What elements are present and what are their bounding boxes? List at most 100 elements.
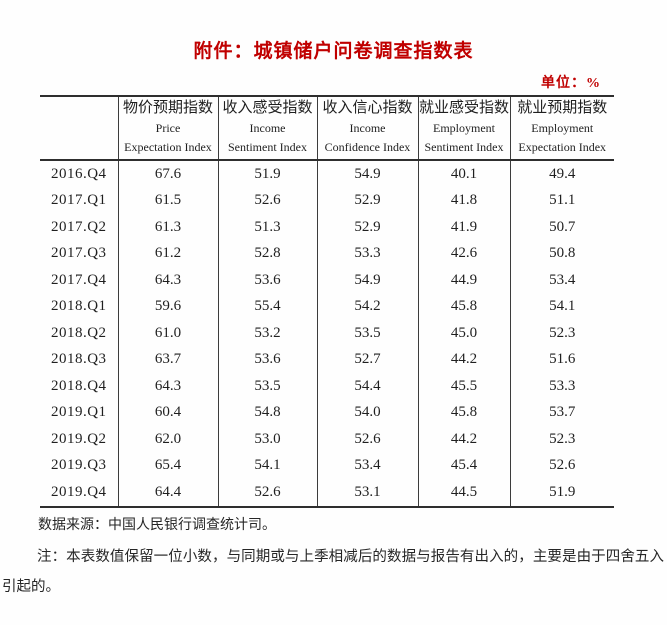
value-cell: 52.6 <box>217 479 317 507</box>
column-header-employment-expectation: 就业预期指数 Employment Expectation Index <box>509 96 614 161</box>
value-cell: 53.6 <box>217 267 317 294</box>
value-cell: 61.3 <box>117 214 218 241</box>
value-cell: 54.8 <box>217 399 317 426</box>
value-cell: 50.7 <box>509 214 614 241</box>
value-cell: 52.6 <box>217 187 317 214</box>
column-header-cn: 就业感受指数 <box>418 100 509 116</box>
note-text: 注：本表数值保留一位小数，与同期或与上季相减后的数据与报告有出入的，主要是由于四… <box>2 549 664 595</box>
column-header-en: Confidence Index <box>324 140 411 154</box>
value-cell: 64.4 <box>117 479 218 507</box>
value-cell: 44.2 <box>417 426 510 453</box>
value-cell: 64.3 <box>117 267 218 294</box>
value-cell: 53.3 <box>509 373 614 400</box>
data-source: 数据来源：中国人民银行调查统计司。 <box>38 518 276 533</box>
period-cell: 2017.Q4 <box>50 271 107 288</box>
value-cell: 54.4 <box>316 373 418 400</box>
value-cell: 52.9 <box>316 187 418 214</box>
value-cell: 53.5 <box>217 373 317 400</box>
value-cell: 52.3 <box>509 426 614 453</box>
value-cell: 41.9 <box>417 214 510 241</box>
column-header-en: Income <box>349 121 386 135</box>
value-cell: 53.7 <box>509 399 614 426</box>
value-cell: 44.5 <box>417 479 510 507</box>
value-cell: 44.2 <box>417 346 510 373</box>
value-cell: 45.8 <box>417 399 510 426</box>
value-cell: 63.7 <box>117 346 218 373</box>
survey-index-table: 物价预期指数 Price Expectation Index 收入感受指数 In… <box>40 95 614 508</box>
table-row: 2017.Q3 61.2 52.8 53.3 42.6 50.8 <box>40 240 614 267</box>
value-cell: 59.6 <box>117 293 218 320</box>
value-cell: 53.1 <box>316 479 418 507</box>
value-cell: 54.9 <box>316 160 418 188</box>
value-cell: 53.5 <box>316 320 418 347</box>
table-row: 2018.Q3 63.7 53.6 52.7 44.2 51.6 <box>40 346 614 373</box>
table-row: 2018.Q2 61.0 53.2 53.5 45.0 52.3 <box>40 320 614 347</box>
value-cell: 51.6 <box>509 346 614 373</box>
value-cell: 65.4 <box>117 452 218 479</box>
corner-cell <box>40 96 118 161</box>
table-row: 2017.Q2 61.3 51.3 52.9 41.9 50.7 <box>40 214 614 241</box>
column-header-cn: 就业预期指数 <box>517 100 608 116</box>
column-header-en: Sentiment Index <box>228 140 307 154</box>
value-cell: 53.3 <box>316 240 418 267</box>
value-cell: 52.3 <box>509 320 614 347</box>
table-row: 2016.Q4 67.6 51.9 54.9 40.1 49.4 <box>40 160 614 188</box>
period-cell: 2017.Q3 <box>50 245 107 262</box>
value-cell: 54.1 <box>217 452 317 479</box>
column-header-en: Employment <box>531 121 594 135</box>
value-cell: 45.8 <box>417 293 510 320</box>
column-header-price-expectation: 物价预期指数 Price Expectation Index <box>117 96 218 161</box>
value-cell: 61.0 <box>117 320 218 347</box>
value-cell: 53.4 <box>316 452 418 479</box>
period-cell: 2019.Q4 <box>50 483 107 500</box>
table-row: 2019.Q3 65.4 54.1 53.4 45.4 52.6 <box>40 452 614 479</box>
period-cell: 2016.Q4 <box>50 165 107 182</box>
value-cell: 60.4 <box>117 399 218 426</box>
table-row: 2018.Q1 59.6 55.4 54.2 45.8 54.1 <box>40 293 614 320</box>
column-header-income-sentiment: 收入感受指数 Income Sentiment Index <box>217 96 317 161</box>
period-cell: 2018.Q1 <box>50 298 107 315</box>
column-header-cn: 收入信心指数 <box>322 100 413 116</box>
period-cell: 2017.Q1 <box>50 192 107 209</box>
period-cell: 2019.Q3 <box>50 457 107 474</box>
table-header-row: 物价预期指数 Price Expectation Index 收入感受指数 In… <box>40 96 614 161</box>
table-row: 2019.Q2 62.0 53.0 52.6 44.2 52.3 <box>40 426 614 453</box>
table-row: 2019.Q4 64.4 52.6 53.1 44.5 51.9 <box>40 479 614 507</box>
period-cell: 2017.Q2 <box>50 218 107 235</box>
column-header-en: Employment <box>433 121 495 135</box>
column-header-cn: 物价预期指数 <box>122 100 213 116</box>
value-cell: 64.3 <box>117 373 218 400</box>
value-cell: 61.5 <box>117 187 218 214</box>
column-header-cn: 收入感受指数 <box>222 100 313 116</box>
value-cell: 54.9 <box>316 267 418 294</box>
column-header-en: Expectation Index <box>518 140 607 154</box>
value-cell: 54.1 <box>509 293 614 320</box>
value-cell: 51.3 <box>217 214 317 241</box>
value-cell: 45.5 <box>417 373 510 400</box>
value-cell: 54.2 <box>316 293 418 320</box>
value-cell: 44.9 <box>417 267 510 294</box>
table-row: 2019.Q1 60.4 54.8 54.0 45.8 53.7 <box>40 399 614 426</box>
value-cell: 67.6 <box>117 160 218 188</box>
value-cell: 62.0 <box>117 426 218 453</box>
table-row: 2018.Q4 64.3 53.5 54.4 45.5 53.3 <box>40 373 614 400</box>
column-header-en: Income <box>249 121 286 135</box>
table-row: 2017.Q4 64.3 53.6 54.9 44.9 53.4 <box>40 267 614 294</box>
value-cell: 53.2 <box>217 320 317 347</box>
period-cell: 2018.Q3 <box>50 351 107 368</box>
unit-label: 单位：% <box>541 76 601 91</box>
column-header-en: Price <box>155 121 181 135</box>
column-header-employment-sentiment: 就业感受指数 Employment Sentiment Index <box>417 96 510 161</box>
period-cell: 2019.Q2 <box>50 430 107 447</box>
value-cell: 49.4 <box>509 160 614 188</box>
value-cell: 42.6 <box>417 240 510 267</box>
value-cell: 51.9 <box>217 160 317 188</box>
value-cell: 52.7 <box>316 346 418 373</box>
value-cell: 45.4 <box>417 452 510 479</box>
period-cell: 2018.Q2 <box>50 324 107 341</box>
column-header-income-confidence: 收入信心指数 Income Confidence Index <box>316 96 418 161</box>
value-cell: 51.9 <box>509 479 614 507</box>
value-cell: 51.1 <box>509 187 614 214</box>
value-cell: 53.6 <box>217 346 317 373</box>
